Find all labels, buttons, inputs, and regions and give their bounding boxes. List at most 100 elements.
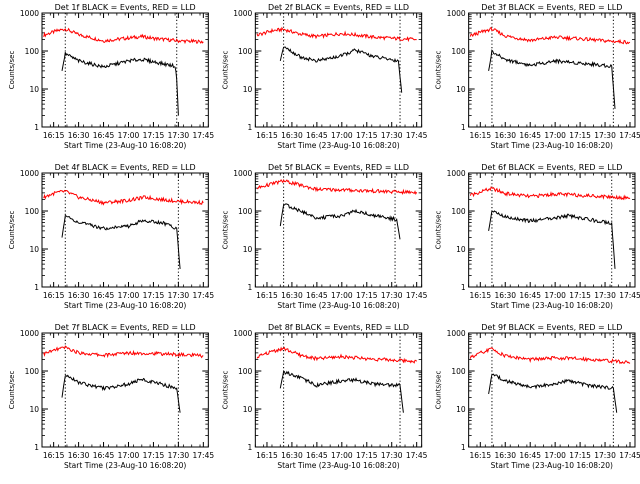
x-tick-label: 16:45 <box>93 451 115 460</box>
x-tick-label: 16:15 <box>469 291 491 300</box>
x-tick-label: 16:15 <box>469 451 491 460</box>
x-axis-label: Start Time (23-Aug-10 16:08:20) <box>277 301 399 310</box>
x-tick-label: 16:30 <box>494 131 516 140</box>
y-tick-label: 10 <box>29 85 39 94</box>
x-tick-label: 16:15 <box>469 131 491 140</box>
x-tick-label: 16:15 <box>43 291 65 300</box>
y-tick-label: 1000 <box>20 9 39 18</box>
plot-frame <box>41 12 209 128</box>
y-tick-label: 1000 <box>20 329 39 338</box>
y-tick-label: 1 <box>34 443 39 452</box>
x-tick-label: 16:30 <box>281 451 303 460</box>
y-tick-label: 1000 <box>20 169 39 178</box>
x-axis-label: Start Time (23-Aug-10 16:08:20) <box>491 301 613 310</box>
plot-frame <box>468 172 636 288</box>
y-tick-label: 1 <box>34 123 39 132</box>
x-tick-label: 16:45 <box>519 291 541 300</box>
lld-series-line <box>256 178 418 195</box>
y-tick-label: 10 <box>456 405 466 414</box>
panel-5: Det 5f BLACK = Events, RED = LLD 1 10 100 10… <box>221 163 427 310</box>
x-tick-label: 17:45 <box>193 451 215 460</box>
y-axis-label: Counts/sec <box>8 371 16 410</box>
y-tick-label: 1 <box>248 283 253 292</box>
x-tick-label: 17:00 <box>118 291 140 300</box>
x-tick-label: 16:30 <box>68 451 90 460</box>
x-tick-label: 16:45 <box>519 131 541 140</box>
x-axis-label: Start Time (23-Aug-10 16:08:20) <box>64 301 186 310</box>
y-tick-label: 10 <box>456 245 466 254</box>
panel-title: Det 1f BLACK = Events, RED = LLD <box>55 3 196 12</box>
y-tick-label: 100 <box>451 47 466 56</box>
x-tick-label: 17:30 <box>168 291 190 300</box>
x-axis-label: Start Time (23-Aug-10 16:08:20) <box>64 461 186 470</box>
y-axis-label: Counts/sec <box>221 211 229 250</box>
y-tick-label: 1 <box>248 123 253 132</box>
y-tick-label: 100 <box>238 207 253 216</box>
events-series-line <box>488 373 618 413</box>
events-series-line <box>61 374 181 413</box>
y-axis-label: Counts/sec <box>435 211 443 250</box>
x-tick-label: 17:30 <box>594 451 616 460</box>
y-tick-label: 1 <box>461 443 466 452</box>
events-series-line <box>279 370 404 413</box>
y-tick-label: 1 <box>248 443 253 452</box>
panel-title: Det 7f BLACK = Events, RED = LLD <box>55 323 196 332</box>
x-axis-label: Start Time (23-Aug-10 16:08:20) <box>491 141 613 150</box>
x-tick-label: 17:00 <box>331 131 353 140</box>
x-tick-label: 17:45 <box>619 451 640 460</box>
events-series-line <box>279 46 403 93</box>
x-tick-label: 17:15 <box>569 291 591 300</box>
lld-series-line <box>469 27 631 45</box>
x-tick-label: 16:45 <box>519 451 541 460</box>
panel-3: Det 3f BLACK = Events, RED = LLD 1 10 100 10… <box>435 3 640 150</box>
y-tick-label: 10 <box>243 85 253 94</box>
panel-title: Det 9f BLACK = Events, RED = LLD <box>481 323 622 332</box>
y-tick-label: 1000 <box>233 329 252 338</box>
x-tick-label: 16:45 <box>306 291 328 300</box>
x-tick-label: 17:00 <box>118 451 140 460</box>
panel-title: Det 6f BLACK = Events, RED = LLD <box>481 163 622 172</box>
x-tick-label: 16:15 <box>256 291 278 300</box>
x-tick-label: 17:00 <box>544 291 566 300</box>
y-axis-label: Counts/sec <box>221 371 229 410</box>
x-tick-label: 17:15 <box>356 131 378 140</box>
x-tick-label: 16:30 <box>68 131 90 140</box>
panel-title: Det 3f BLACK = Events, RED = LLD <box>481 3 622 12</box>
x-axis-label: Start Time (23-Aug-10 16:08:20) <box>491 461 613 470</box>
y-tick-label: 100 <box>25 367 40 376</box>
y-axis-label: Counts/sec <box>221 51 229 90</box>
x-tick-label: 17:45 <box>619 131 640 140</box>
x-tick-label: 17:15 <box>569 451 591 460</box>
x-tick-label: 17:45 <box>406 451 428 460</box>
x-tick-label: 16:30 <box>494 291 516 300</box>
panel-title: Det 2f BLACK = Events, RED = LLD <box>268 3 409 12</box>
y-tick-label: 10 <box>29 245 39 254</box>
x-tick-label: 16:30 <box>494 451 516 460</box>
y-tick-label: 100 <box>238 47 253 56</box>
panel-title: Det 8f BLACK = Events, RED = LLD <box>268 323 409 332</box>
x-tick-label: 16:45 <box>306 131 328 140</box>
lld-series-line <box>43 189 204 206</box>
events-series-line <box>488 49 616 109</box>
x-tick-label: 17:00 <box>331 451 353 460</box>
y-tick-label: 1 <box>34 283 39 292</box>
x-tick-label: 17:00 <box>544 131 566 140</box>
x-tick-label: 17:45 <box>619 291 640 300</box>
panel-1: Det 1f BLACK = Events, RED = LLD 1 10 100 10… <box>8 3 214 150</box>
panel-7: Det 7f BLACK = Events, RED = LLD 1 10 100 10… <box>8 323 214 470</box>
y-tick-label: 10 <box>243 245 253 254</box>
lld-series-line <box>469 347 631 365</box>
y-axis-label: Counts/sec <box>8 51 16 90</box>
x-axis-label: Start Time (23-Aug-10 16:08:20) <box>277 461 399 470</box>
x-tick-label: 17:45 <box>406 131 428 140</box>
x-tick-label: 16:30 <box>281 291 303 300</box>
x-tick-label: 17:00 <box>331 291 353 300</box>
panel-8: Det 8f BLACK = Events, RED = LLD 1 10 100 10… <box>221 323 427 470</box>
y-tick-label: 100 <box>25 47 40 56</box>
x-tick-label: 17:45 <box>193 131 215 140</box>
y-axis-label: Counts/sec <box>8 211 16 250</box>
panel-title: Det 4f BLACK = Events, RED = LLD <box>55 163 196 172</box>
panel-4: Det 4f BLACK = Events, RED = LLD 1 10 100 10… <box>8 163 214 310</box>
y-tick-label: 100 <box>451 207 466 216</box>
x-tick-label: 17:15 <box>143 131 165 140</box>
